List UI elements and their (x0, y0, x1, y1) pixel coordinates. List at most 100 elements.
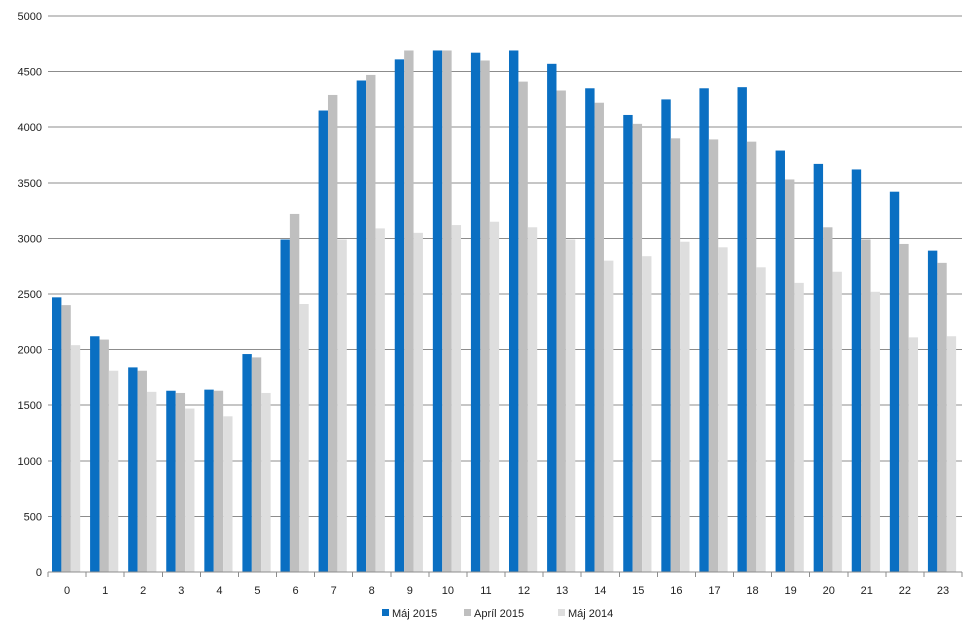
bar-series-2 (327, 94, 338, 573)
bar-series-1 (927, 250, 938, 572)
bar-series-3 (680, 241, 690, 572)
bar-series-2 (137, 370, 147, 572)
bar-series-3 (489, 221, 500, 572)
x-tick-label: 19 (785, 585, 797, 597)
bar-series-2 (746, 141, 757, 572)
bar-series-3 (108, 370, 119, 572)
legend-label: Máj 2015 (392, 608, 437, 620)
x-tick-label: 4 (216, 585, 222, 597)
y-tick-label: 4000 (18, 122, 42, 134)
bar-series-1 (52, 297, 62, 572)
bar-series-1 (813, 163, 824, 572)
y-tick-label: 3500 (18, 178, 42, 190)
bar-series-1 (623, 114, 633, 572)
x-tick-label: 17 (708, 585, 720, 597)
x-tick-label: 22 (899, 585, 911, 597)
bar-series-1 (889, 191, 900, 573)
bar-series-2 (632, 123, 643, 572)
bar-series-1 (356, 80, 367, 572)
bar-series-3 (299, 304, 309, 572)
x-tick-label: 1 (102, 585, 108, 597)
bar-series-3 (451, 225, 462, 572)
bar-series-2 (670, 138, 681, 572)
bar-series-1 (128, 367, 138, 572)
bar-series-3 (70, 345, 81, 572)
bar-series-1 (547, 63, 557, 572)
bar-series-1 (432, 50, 443, 573)
bar-series-3 (908, 337, 919, 572)
x-tick-label: 21 (861, 585, 873, 597)
bar-series-1 (280, 239, 290, 572)
x-tick-label: 12 (518, 585, 530, 597)
x-tick-label: 11 (480, 585, 491, 597)
bar-series-3 (642, 256, 652, 572)
legend-label: Apríl 2015 (474, 608, 524, 620)
bar-series-2 (556, 90, 566, 572)
bar-series-2 (861, 239, 871, 572)
bar-series-3 (794, 282, 804, 572)
bar-series-2 (251, 357, 262, 572)
y-axis-tick-labels: 0 500 1000 1500 2000 2500 3000 3500 4000 4500 5000 (18, 11, 42, 579)
bar-series-1 (90, 336, 100, 572)
legend-swatch (464, 609, 471, 616)
x-tick-label: 7 (331, 585, 337, 597)
bar-series-3 (223, 416, 233, 572)
bar-series-2 (213, 390, 224, 572)
bar-series-1 (775, 150, 785, 572)
bar-series-1 (509, 50, 519, 573)
bar-series-2 (442, 50, 452, 573)
x-tick-label: 2 (140, 585, 146, 597)
bar-series-2 (594, 102, 604, 573)
y-tick-label: 500 (24, 511, 42, 523)
y-tick-label: 2000 (18, 345, 42, 357)
y-gridlines (48, 15, 962, 573)
bar-series-2 (518, 81, 528, 572)
x-tick-label: 18 (746, 585, 758, 597)
bar-series-2 (899, 243, 909, 572)
bar-series-3 (527, 227, 538, 572)
y-tick-label: 3000 (18, 233, 42, 245)
x-tick-label: 0 (64, 585, 70, 597)
bar-series-1 (166, 390, 176, 572)
bar-series-1 (242, 354, 252, 572)
x-tick-label: 16 (670, 585, 682, 597)
bar-series-1 (394, 59, 405, 573)
x-axis (47, 571, 963, 577)
bar-series-2 (366, 74, 376, 572)
y-tick-label: 1000 (18, 456, 42, 468)
bar-series-2 (289, 213, 300, 572)
legend-swatch (382, 609, 389, 616)
bar-series-3 (718, 247, 728, 572)
bar-series-1 (204, 389, 214, 572)
x-tick-label: 23 (937, 585, 949, 597)
bar-series-3 (870, 291, 880, 572)
x-tick-label: 5 (254, 585, 260, 597)
bar-series-3 (413, 232, 423, 572)
y-tick-label: 0 (36, 567, 42, 579)
bar-series-2 (61, 305, 71, 572)
bar-series-3 (565, 239, 576, 572)
x-axis-tick-labels: 0 1 2 3 4 5 6 7 8 9 10 11 12 13 14 15 16 17 18 19 20 21 22 23 (64, 585, 949, 597)
bar-series-group (52, 50, 957, 573)
y-tick-label: 4500 (18, 67, 42, 79)
bar-series-2 (404, 50, 414, 573)
bar-series-3 (337, 239, 347, 572)
bar-series-1 (737, 87, 747, 572)
bar-series-3 (261, 392, 271, 572)
bar-series-3 (375, 228, 385, 572)
chart-legend: Máj 2015 Apríl 2015 Máj 2014 (382, 608, 613, 620)
x-tick-label: 9 (407, 585, 413, 597)
bar-series-2 (784, 179, 795, 573)
bar-series-3 (832, 271, 842, 572)
legend-label: Máj 2014 (568, 608, 613, 620)
bar-series-2 (708, 139, 719, 572)
bar-series-2 (937, 262, 947, 572)
y-tick-label: 1500 (18, 400, 42, 412)
bar-series-2 (99, 339, 109, 572)
bar-series-2 (480, 60, 490, 572)
y-tick-label: 5000 (18, 11, 42, 23)
x-tick-label: 13 (556, 585, 568, 597)
bar-series-1 (470, 52, 481, 573)
x-tick-label: 6 (292, 585, 298, 597)
